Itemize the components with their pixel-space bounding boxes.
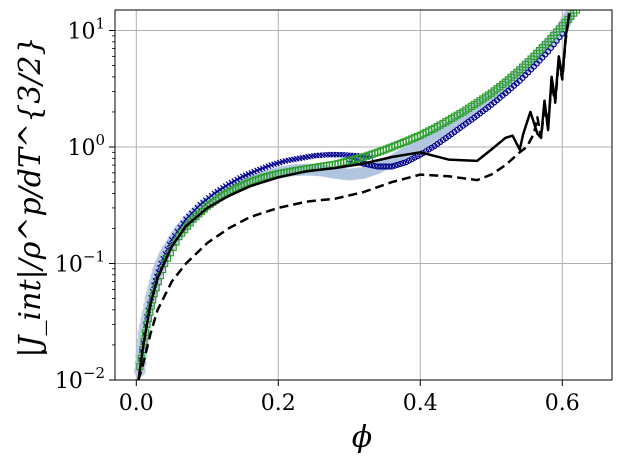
data-point bbox=[397, 160, 404, 168]
plot-series bbox=[133, 10, 581, 380]
data-point bbox=[572, 10, 581, 14]
x-axis-label: ϕ bbox=[352, 420, 372, 455]
data-point bbox=[231, 178, 238, 184]
data-point bbox=[228, 179, 235, 186]
data-point bbox=[400, 159, 407, 167]
axis-ticks: 0.0 0.2 0.4 0.6 10−2 10−1 100 101 bbox=[55, 15, 580, 416]
data-point bbox=[394, 161, 401, 168]
x-tick-label: 0.2 bbox=[261, 391, 296, 416]
data-point bbox=[377, 163, 384, 170]
x-tick-label: 0.0 bbox=[119, 391, 154, 416]
y-tick-label: 10−1 bbox=[55, 248, 105, 278]
data-point bbox=[383, 163, 390, 170]
y-axis-label: |J_int|/ρ^p/dT^{3/2} bbox=[13, 36, 48, 357]
y-tick-label: 100 bbox=[67, 131, 105, 161]
data-point bbox=[371, 162, 378, 170]
y-tick-label: 101 bbox=[67, 15, 105, 45]
data-point bbox=[374, 163, 381, 170]
series-line-5 bbox=[137, 13, 571, 380]
data-point bbox=[385, 163, 393, 170]
series-line-4 bbox=[137, 13, 571, 380]
x-tick-label: 0.6 bbox=[545, 391, 580, 416]
data-point bbox=[388, 163, 395, 170]
data-point bbox=[391, 162, 398, 169]
data-point bbox=[237, 174, 243, 181]
data-point bbox=[222, 183, 229, 189]
data-point bbox=[234, 176, 241, 183]
plot-frame bbox=[114, 9, 613, 381]
data-point bbox=[225, 181, 232, 188]
x-tick-label: 0.4 bbox=[403, 391, 438, 416]
y-tick-label: 10−2 bbox=[55, 364, 105, 394]
data-point bbox=[380, 163, 387, 170]
